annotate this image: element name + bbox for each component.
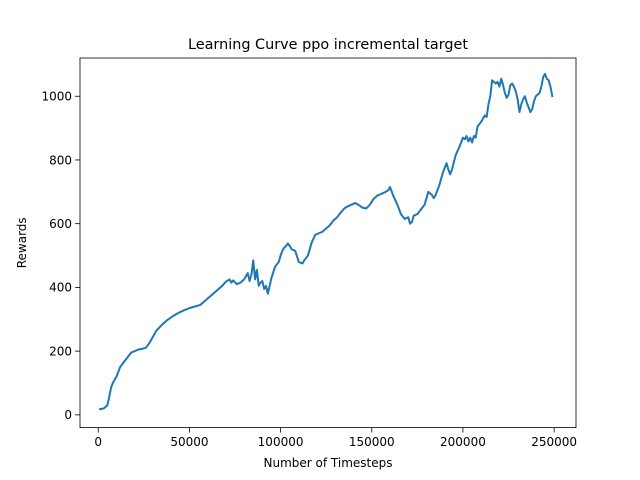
y-tick-label: 600	[49, 217, 72, 231]
plot-frame	[79, 57, 577, 429]
y-tick-label: 200	[49, 344, 72, 358]
x-tick-label: 100000	[258, 435, 304, 449]
y-tick-label: 400	[49, 281, 72, 295]
y-axis-label: Rewards	[15, 217, 29, 268]
x-axis-label: Number of Timesteps	[264, 456, 393, 470]
series-line-0	[98, 72, 554, 411]
x-tick-label: 250000	[531, 435, 577, 449]
y-tick-label: 0	[64, 408, 72, 422]
x-tick-label: 50000	[170, 435, 208, 449]
chart-title: Learning Curve ppo incremental target	[188, 37, 468, 53]
x-tick-label: 0	[94, 435, 102, 449]
x-tick-label: 200000	[440, 435, 486, 449]
series-group	[98, 72, 554, 411]
x-axis-ticks: 0 50000 100000 150000 200000 250000	[94, 427, 577, 449]
x-tick-label: 150000	[349, 435, 395, 449]
y-tick-label: 800	[49, 153, 72, 167]
y-tick-label: 1000	[41, 90, 72, 104]
y-axis-ticks: 0 200 400 600 800 1000	[41, 90, 80, 422]
